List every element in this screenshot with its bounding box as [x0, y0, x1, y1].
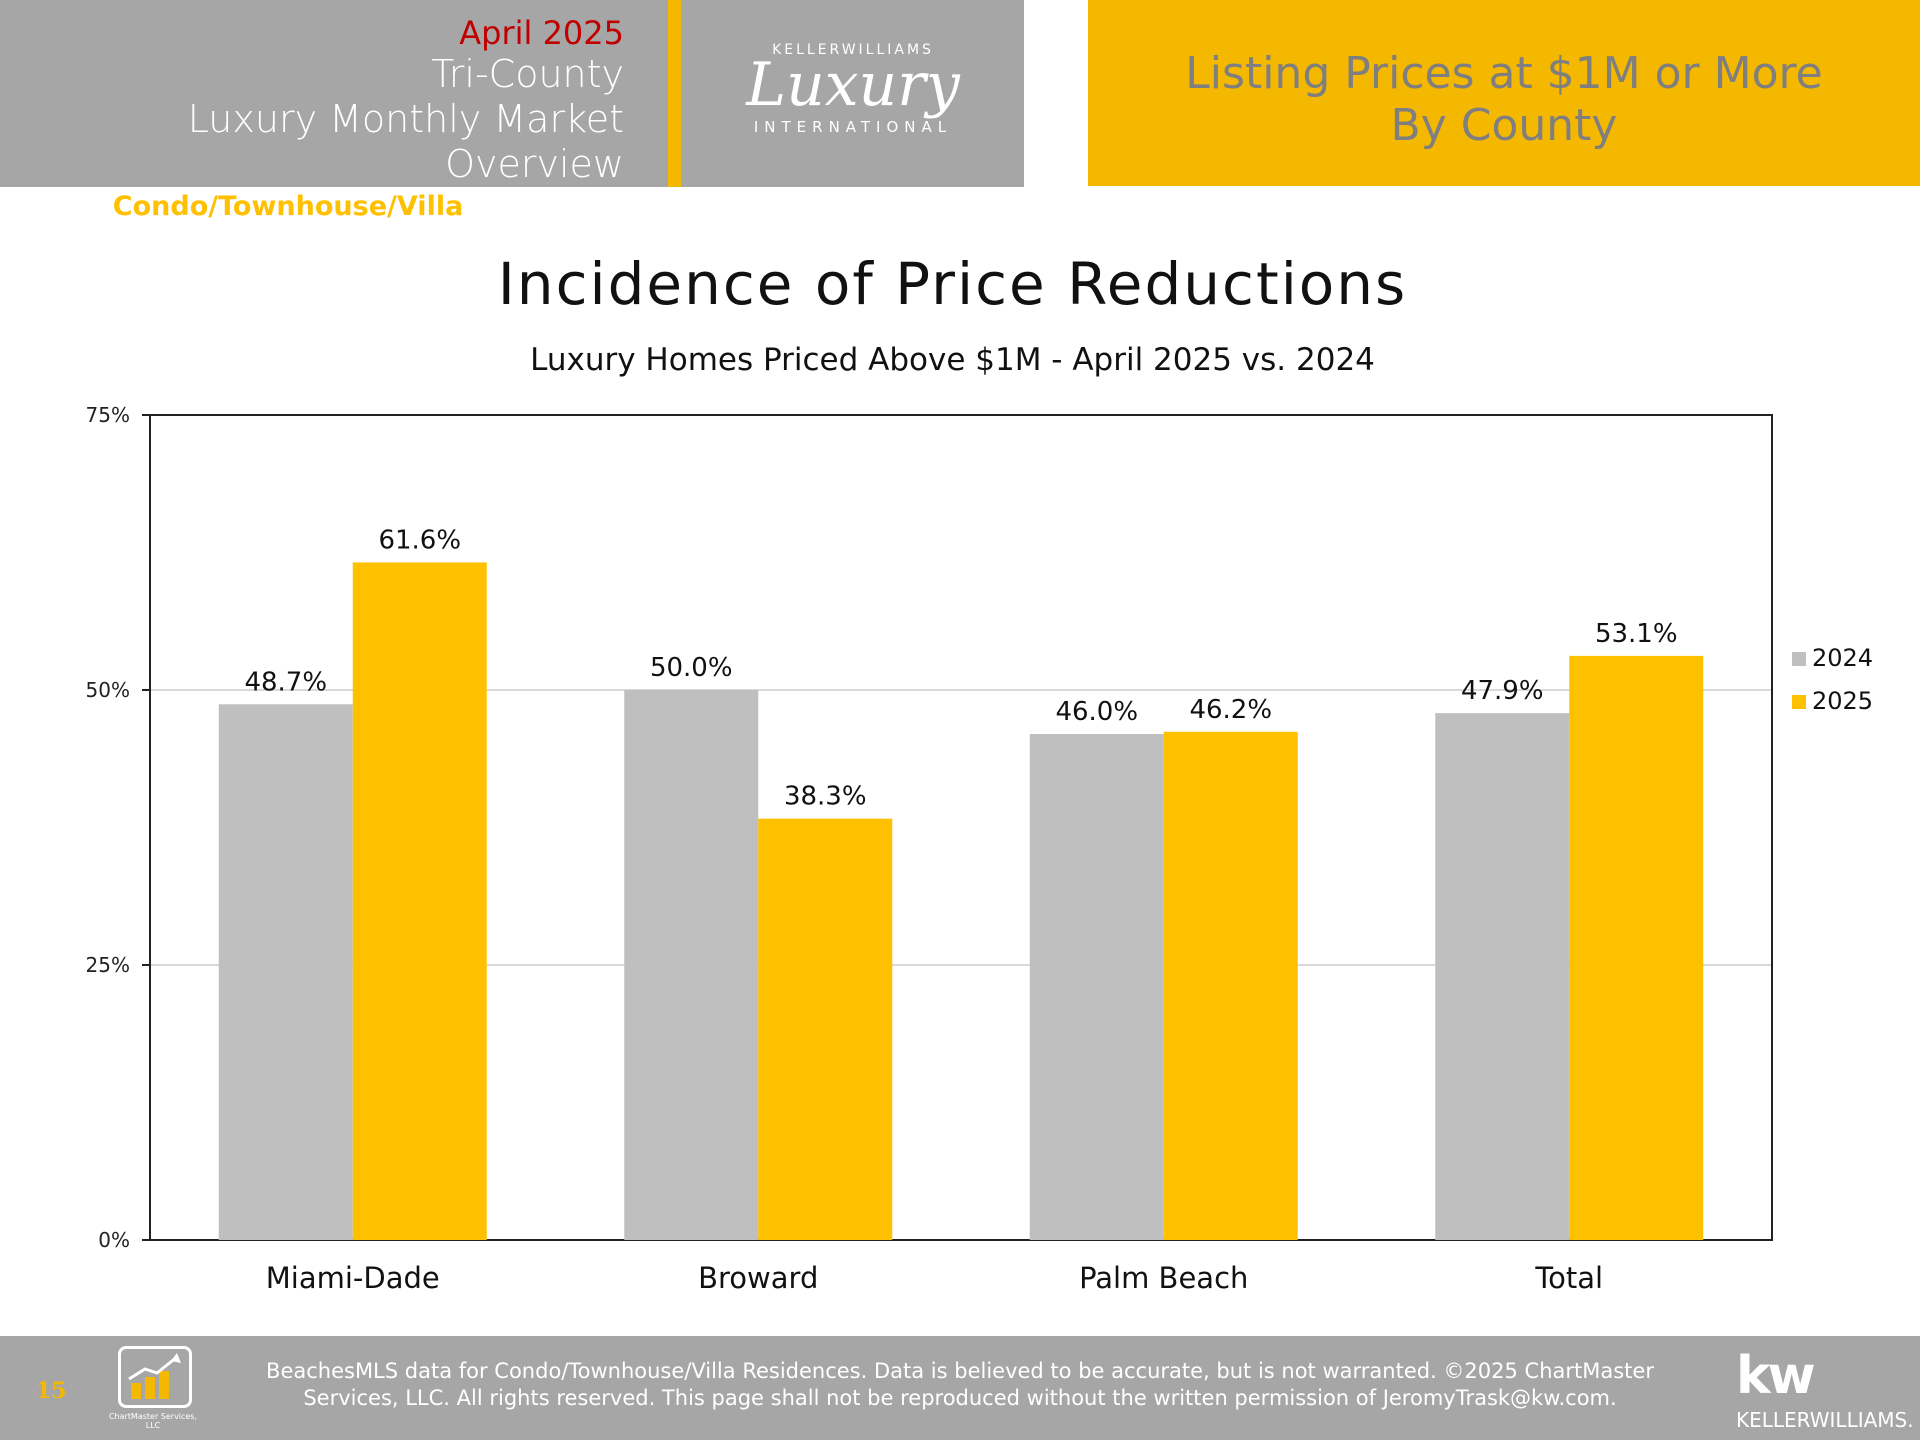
bar-2024 — [218, 704, 353, 1240]
data-label: 46.2% — [1189, 695, 1272, 725]
chart-title: Incidence of Price Reductions — [497, 250, 1408, 318]
category-label: Palm Beach — [1079, 1261, 1248, 1295]
chart-subtitle: Luxury Homes Priced Above $1M - April 20… — [530, 342, 1375, 378]
bar-2025 — [1569, 655, 1704, 1240]
page-number: 15 — [36, 1378, 67, 1404]
legend-swatch — [1792, 695, 1806, 709]
legend-label: 2025 — [1812, 687, 1873, 715]
header-title-block: April 2025 Tri-County Luxury Monthly Mar… — [0, 14, 624, 225]
y-tick-label: 0% — [98, 1228, 130, 1252]
property-type-rest: Residences — [463, 191, 624, 222]
bar-2024 — [1435, 713, 1570, 1240]
chartmaster-logo: ChartMaster Services, LLC — [109, 1346, 197, 1432]
bar-chart: 0% 25% 50% 75% 48.7% 61.6% Miami-Dade 50.0% 38.3… — [86, 403, 1874, 1295]
chartmaster-logo-text: ChartMaster Services, LLC — [108, 1412, 198, 1430]
legend-label: 2024 — [1812, 644, 1873, 672]
section-title-line2: By County — [1390, 100, 1618, 151]
kw-luxury-logo: KELLERWILLIAMS Luxury INTERNATIONAL — [682, 0, 1024, 187]
category-label: Broward — [698, 1261, 818, 1295]
header-divider — [668, 0, 681, 187]
property-type-accent: Condo/Townhouse/Villa — [112, 191, 464, 222]
y-tick-label: 50% — [86, 678, 130, 702]
y-tick-label: 25% — [86, 953, 130, 977]
property-type: Condo/Townhouse/Villa Residences — [0, 189, 624, 225]
kw-mark: kw — [1736, 1346, 1816, 1406]
y-tick-label: 75% — [86, 403, 130, 427]
report-date: April 2025 — [459, 14, 624, 52]
logo-main-text: Luxury — [746, 50, 960, 120]
legend-swatch — [1792, 652, 1806, 666]
bar-2025 — [1163, 731, 1298, 1240]
report-title: Luxury Monthly Market Overview — [187, 97, 624, 186]
data-label: 61.6% — [378, 525, 461, 555]
category-label: Total — [1534, 1261, 1603, 1295]
disclaimer: BeachesMLS data for Condo/Townhouse/Vill… — [240, 1358, 1680, 1412]
data-label: 38.3% — [784, 782, 867, 812]
keller-williams-logo: kw KELLERWILLIAMS. — [1732, 1346, 1914, 1436]
disclaimer-line2: Services, LLC. All rights reserved. This… — [303, 1386, 1617, 1410]
logo-top-text: KELLERWILLIAMS — [772, 42, 934, 58]
bar-2024 — [1029, 734, 1164, 1240]
section-title-line1: Listing Prices at $1M or More — [1185, 48, 1823, 99]
data-label: 53.1% — [1595, 619, 1678, 649]
chart-icon — [118, 1346, 192, 1408]
bar-2025 — [758, 818, 893, 1240]
header-right-panel: Listing Prices at $1M or More By County — [1088, 0, 1920, 186]
data-label: 50.0% — [650, 653, 733, 683]
region-title: Tri-County — [431, 52, 624, 96]
section-title: Listing Prices at $1M or More By County — [1088, 48, 1920, 152]
data-label: 47.9% — [1461, 676, 1544, 706]
data-label: 48.7% — [244, 667, 327, 697]
data-label: 46.0% — [1055, 697, 1138, 727]
kw-name: KELLERWILLIAMS. — [1736, 1408, 1914, 1432]
footer: 15 ChartMaster Services, LLC BeachesMLS … — [0, 1336, 1920, 1440]
category-label: Miami-Dade — [266, 1261, 440, 1295]
bar-2024 — [624, 690, 759, 1240]
header-left-panel: April 2025 Tri-County Luxury Monthly Mar… — [0, 0, 1024, 222]
bar-2025 — [352, 562, 487, 1240]
disclaimer-line1: BeachesMLS data for Condo/Townhouse/Vill… — [266, 1359, 1654, 1383]
logo-bottom-text: INTERNATIONAL — [753, 118, 953, 136]
plot-frame — [149, 414, 1773, 1241]
